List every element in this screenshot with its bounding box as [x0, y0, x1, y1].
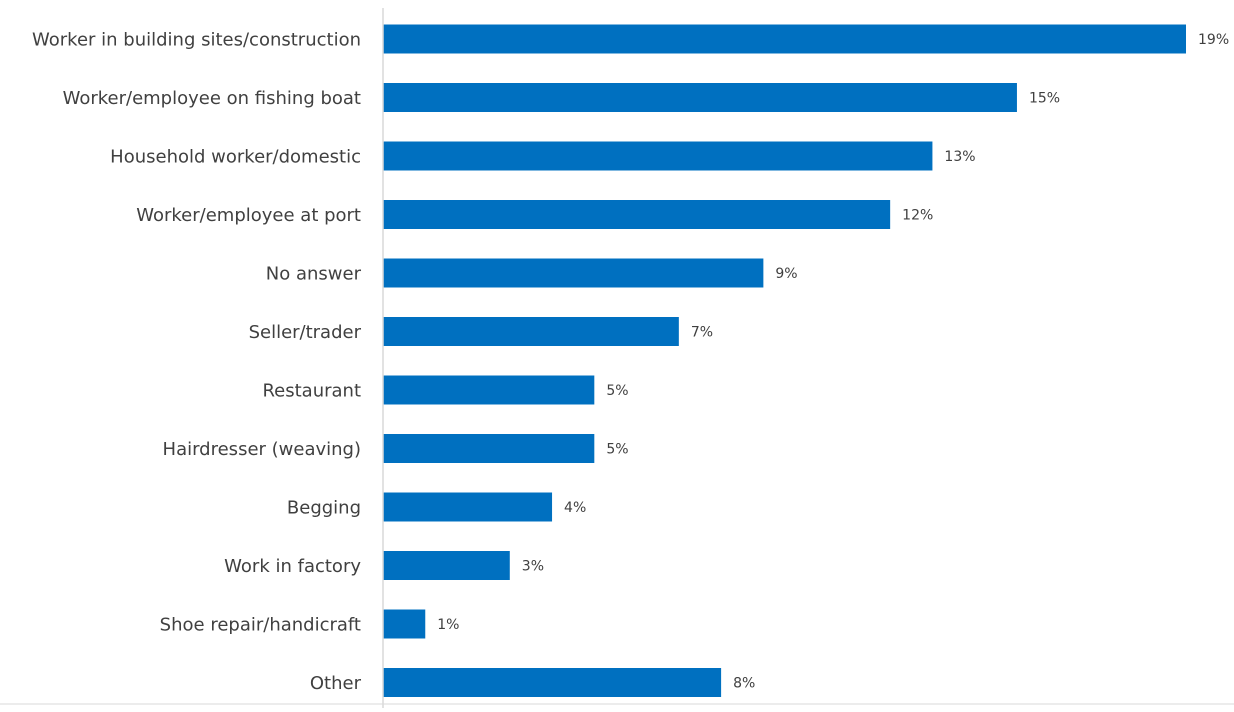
category-label-4: No answer: [266, 264, 362, 285]
bar-7: [383, 434, 595, 463]
value-label-4: 9%: [775, 266, 797, 282]
bar-1: [383, 83, 1017, 112]
bar-11: [383, 668, 722, 697]
value-label-0: 19%: [1198, 32, 1229, 48]
value-label-9: 3%: [522, 559, 544, 575]
value-label-2: 13%: [944, 149, 975, 165]
category-label-6: Restaurant: [262, 381, 361, 402]
value-label-11: 8%: [733, 676, 755, 692]
category-label-1: Worker/employee on fishing boat: [63, 88, 361, 109]
bar-2: [383, 141, 933, 171]
bar-8: [383, 492, 553, 522]
bar-6: [383, 375, 595, 405]
category-label-3: Worker/employee at port: [136, 205, 361, 226]
value-label-7: 5%: [606, 442, 628, 458]
bar-10: [383, 609, 426, 639]
category-label-7: Hairdresser (weaving): [163, 439, 361, 460]
category-label-11: Other: [310, 673, 362, 694]
category-label-0: Worker in building sites/construction: [32, 30, 361, 51]
category-label-5: Seller/trader: [249, 322, 362, 343]
value-label-5: 7%: [691, 325, 713, 341]
bar-5: [383, 317, 679, 346]
value-label-8: 4%: [564, 500, 586, 516]
category-label-10: Shoe repair/handicraft: [160, 615, 361, 636]
bar-0: [383, 24, 1186, 54]
value-label-10: 1%: [437, 617, 459, 633]
bar-9: [383, 551, 510, 580]
value-label-1: 15%: [1029, 91, 1060, 107]
bars-layer: [383, 24, 1186, 697]
category-label-2: Household worker/domestic: [110, 147, 361, 168]
value-label-3: 12%: [902, 208, 933, 224]
category-label-8: Begging: [287, 498, 361, 519]
labels-layer: Worker in building sites/construction 19%…: [32, 30, 1229, 695]
value-label-6: 5%: [606, 383, 628, 399]
bar-4: [383, 258, 764, 288]
bar-3: [383, 200, 891, 229]
category-label-9: Work in factory: [224, 556, 361, 577]
